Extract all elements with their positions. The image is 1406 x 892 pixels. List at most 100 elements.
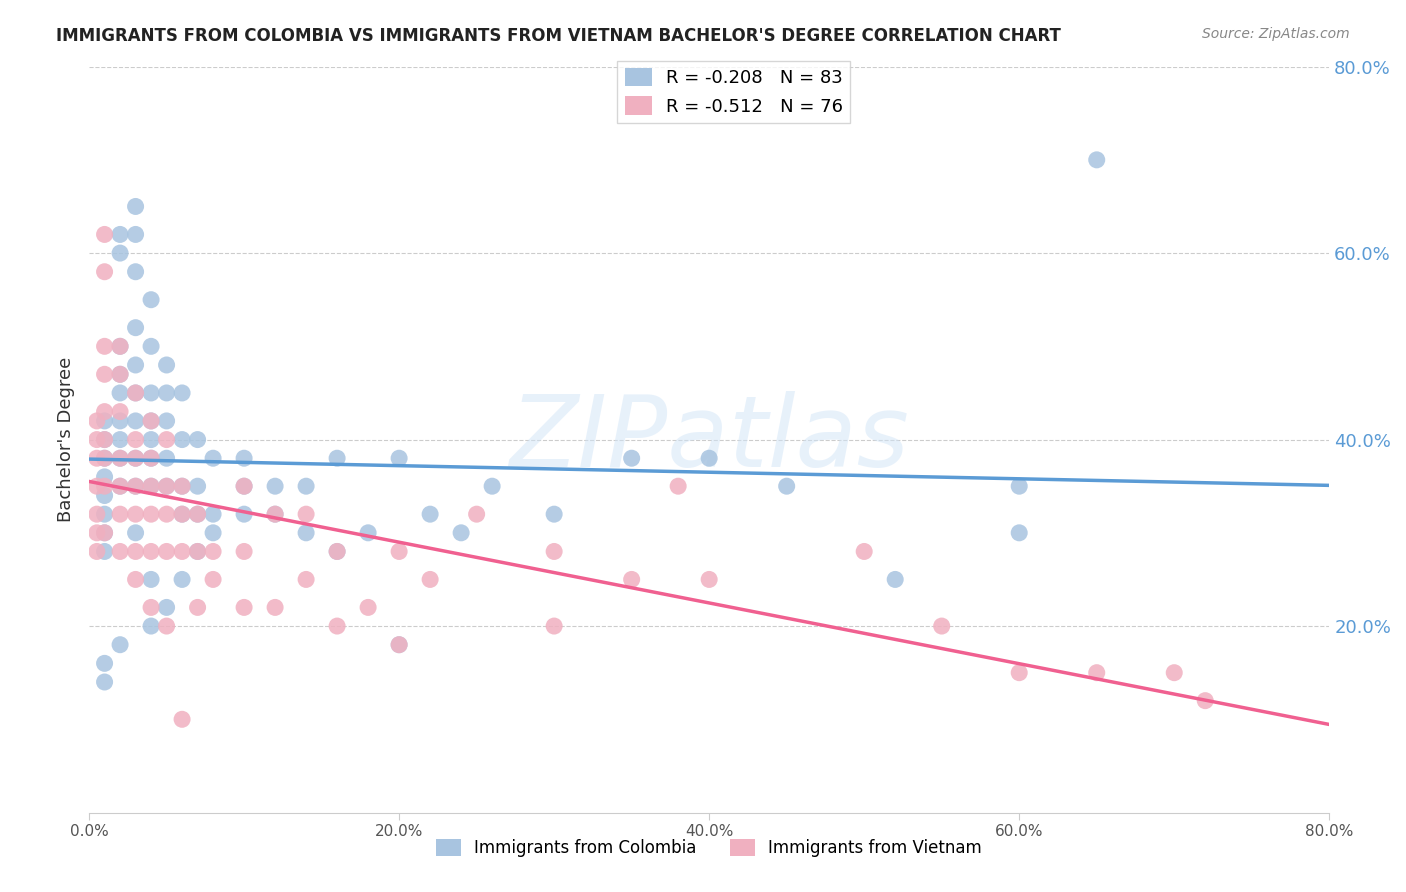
Point (108, 479, 131, 493)
Point (86, 525, 108, 540)
Point (295, 507, 318, 521)
Point (187, 433, 209, 447)
Point (124, 479, 146, 493)
Point (86, 451, 108, 466)
Point (543, 619, 565, 633)
Point (172, 479, 194, 493)
Point (108, 479, 131, 493)
Point (697, 451, 720, 466)
Point (931, 619, 953, 633)
Point (93, 507, 115, 521)
Point (93, 433, 115, 447)
Point (187, 507, 209, 521)
Point (86, 544, 108, 558)
Point (481, 479, 503, 493)
Point (124, 227, 146, 242)
Point (388, 544, 411, 558)
Point (124, 433, 146, 447)
Point (93, 227, 115, 242)
Point (139, 544, 162, 558)
Point (1085, 665, 1108, 680)
Point (155, 507, 177, 521)
Point (93, 675, 115, 690)
Point (884, 573, 907, 587)
Point (124, 479, 146, 493)
Point (86, 433, 108, 447)
Point (139, 293, 162, 307)
Point (108, 227, 131, 242)
Point (172, 433, 194, 447)
Point (108, 433, 131, 447)
Point (172, 544, 194, 558)
Point (93, 414, 115, 428)
Point (187, 600, 209, 615)
Point (86, 507, 108, 521)
Point (202, 451, 225, 466)
Point (233, 544, 256, 558)
Point (155, 386, 177, 401)
Point (1163, 665, 1185, 680)
Point (155, 479, 177, 493)
Point (124, 544, 146, 558)
Point (93, 525, 115, 540)
Point (295, 525, 318, 540)
Text: IMMIGRANTS FROM COLOMBIA VS IMMIGRANTS FROM VIETNAM BACHELOR'S DEGREE CORRELATIO: IMMIGRANTS FROM COLOMBIA VS IMMIGRANTS F… (56, 27, 1062, 45)
Point (295, 573, 318, 587)
Point (264, 507, 287, 521)
Point (93, 339, 115, 353)
Point (326, 619, 349, 633)
Point (697, 573, 720, 587)
Point (86, 479, 108, 493)
Point (139, 414, 162, 428)
Y-axis label: Bachelor's Degree: Bachelor's Degree (58, 357, 75, 522)
Point (93, 433, 115, 447)
Point (93, 657, 115, 671)
Point (124, 386, 146, 401)
Point (93, 368, 115, 382)
Point (543, 544, 565, 558)
Point (620, 451, 643, 466)
Point (233, 507, 256, 521)
Point (108, 544, 131, 558)
Point (93, 479, 115, 493)
Point (108, 386, 131, 401)
Point (124, 320, 146, 334)
Point (202, 507, 225, 521)
Point (139, 414, 162, 428)
Point (93, 489, 115, 503)
Point (139, 600, 162, 615)
Point (1008, 665, 1031, 680)
Point (86, 414, 108, 428)
Legend: Immigrants from Colombia, Immigrants from Vietnam: Immigrants from Colombia, Immigrants fro… (429, 832, 988, 863)
Point (357, 525, 380, 540)
Point (233, 600, 256, 615)
Point (233, 479, 256, 493)
Point (202, 544, 225, 558)
Point (155, 433, 177, 447)
Point (388, 638, 411, 652)
Point (666, 479, 689, 493)
Point (93, 544, 115, 558)
Point (139, 451, 162, 466)
Point (139, 619, 162, 633)
Point (233, 479, 256, 493)
Point (264, 479, 287, 493)
Point (108, 638, 131, 652)
Point (419, 573, 441, 587)
Point (202, 573, 225, 587)
Point (124, 199, 146, 213)
Point (233, 451, 256, 466)
Point (1194, 693, 1216, 707)
Point (155, 451, 177, 466)
Point (93, 470, 115, 484)
Point (172, 507, 194, 521)
Point (108, 404, 131, 418)
Point (1085, 153, 1108, 167)
Point (93, 265, 115, 279)
Point (357, 600, 380, 615)
Point (124, 525, 146, 540)
Point (108, 451, 131, 466)
Point (124, 573, 146, 587)
Point (295, 479, 318, 493)
Point (155, 619, 177, 633)
